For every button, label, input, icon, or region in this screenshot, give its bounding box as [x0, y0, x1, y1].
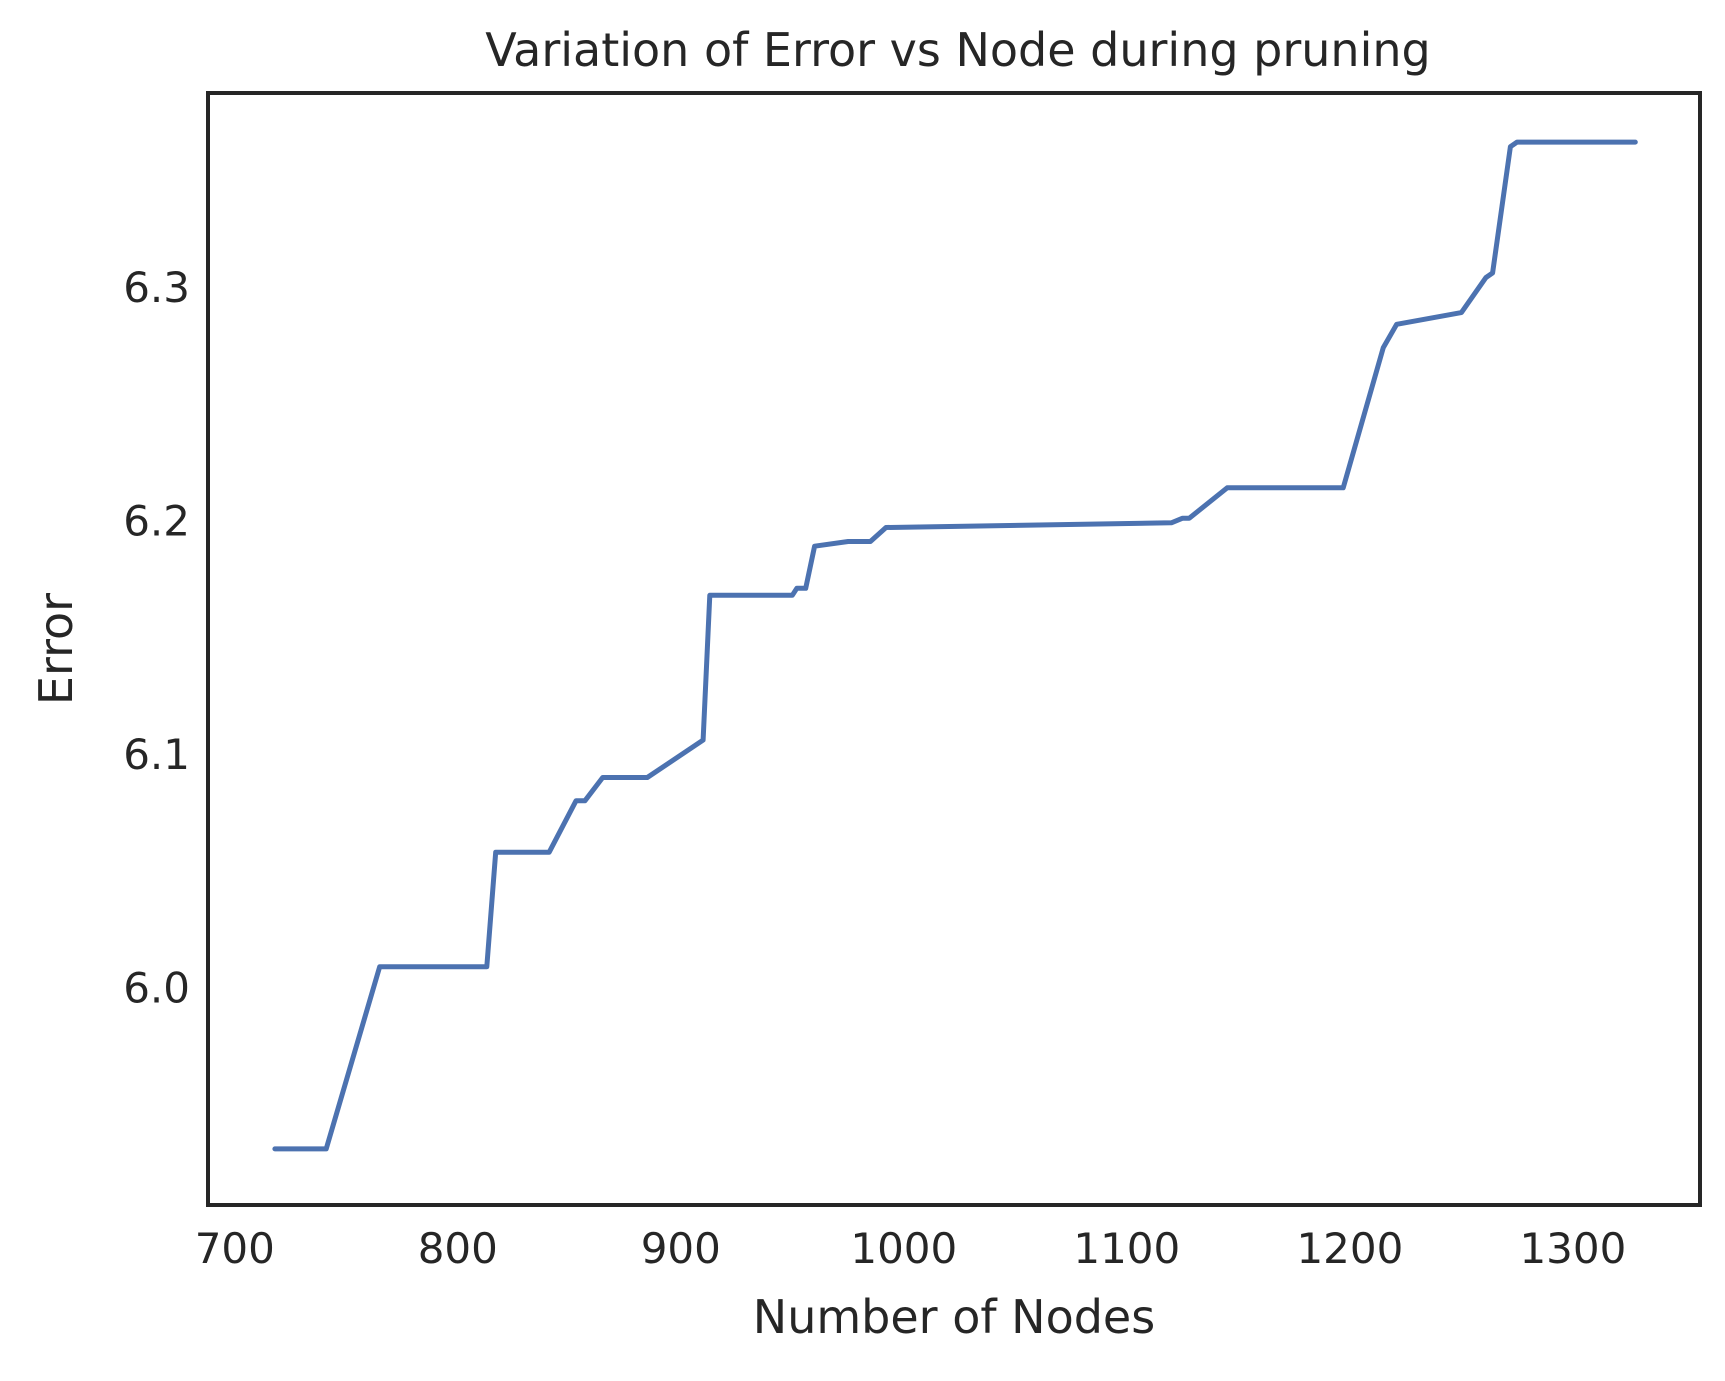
- chart-title: Variation of Error vs Node during prunin…: [485, 23, 1430, 77]
- x-axis-label: Number of Nodes: [753, 1290, 1155, 1344]
- series-line-0: [272, 139, 1638, 1152]
- x-tick-label: 1200: [1296, 1224, 1403, 1273]
- y-axis-ticks: 6.0 6.1 6.2 6.3: [123, 263, 190, 1013]
- y-axis-label: Error: [29, 593, 83, 705]
- x-tick-label: 900: [641, 1224, 721, 1273]
- plot-area-frame: [206, 91, 1702, 1207]
- x-tick-label: 1000: [850, 1224, 957, 1273]
- y-tick-label: 6.1: [123, 730, 190, 779]
- series-layer: [272, 139, 1638, 1152]
- y-tick-label: 6.2: [123, 497, 190, 546]
- y-tick-label: 6.3: [123, 263, 190, 312]
- x-tick-label: 1100: [1073, 1224, 1180, 1273]
- y-tick-label: 6.0: [123, 964, 190, 1013]
- x-tick-label: 1300: [1519, 1224, 1626, 1273]
- x-tick-label: 700: [195, 1224, 275, 1273]
- x-tick-label: 800: [418, 1224, 498, 1273]
- x-axis-ticks: 700 800 900 1000 1100 1200 1300: [195, 1224, 1627, 1273]
